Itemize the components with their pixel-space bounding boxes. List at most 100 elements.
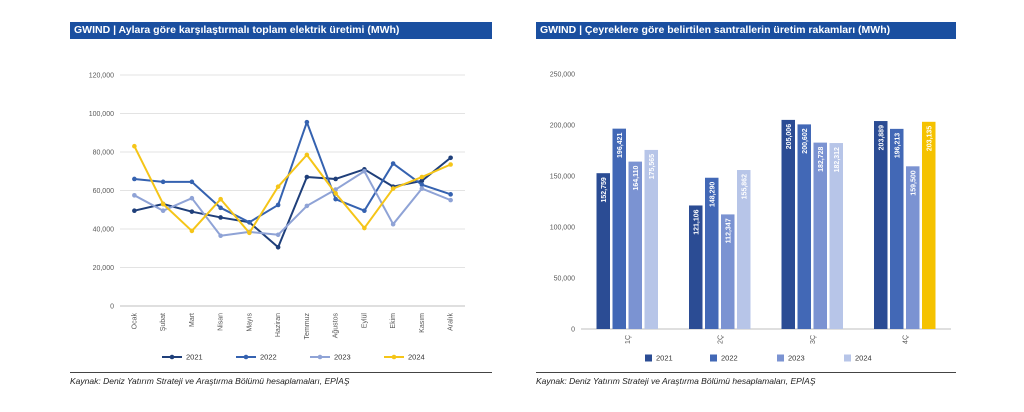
- x-tick-label: Kasım: [419, 313, 426, 333]
- data-point: [448, 162, 453, 167]
- bar-2022-4Ç: [890, 128, 904, 329]
- legend-marker: [317, 354, 323, 360]
- bar-2021-4Ç: [874, 121, 888, 329]
- bar-data-label: 182,728: [818, 147, 825, 172]
- bar-data-label: 196,421: [617, 133, 624, 158]
- x-tick-label: Ekim: [390, 313, 397, 329]
- data-point: [333, 196, 338, 202]
- line-chart-source: Kaynak: Deniz Yatırım Strateji ve Araştı…: [70, 376, 350, 386]
- data-point: [390, 186, 396, 191]
- y-tick-label: 200,000: [550, 123, 575, 130]
- data-point: [419, 182, 425, 188]
- legend-marker: [391, 354, 397, 360]
- data-point: [218, 205, 223, 211]
- data-point: [419, 174, 425, 180]
- y-tick-label: 20,000: [93, 265, 115, 272]
- bar-data-label: 175,565: [649, 154, 656, 179]
- data-point: [189, 228, 195, 234]
- y-tick-label: 150,000: [550, 174, 575, 181]
- bar-data-label: 148,290: [709, 182, 716, 207]
- bar-2022-1Ç: [612, 128, 626, 329]
- data-point: [419, 186, 425, 191]
- legend-swatch: [844, 354, 851, 362]
- series-line-2023: [133, 170, 451, 237]
- bar-data-label: 164,110: [633, 166, 640, 191]
- data-point: [304, 119, 310, 125]
- bar-data-label: 203,135: [926, 126, 933, 151]
- bar-data-label: 112,347: [725, 218, 732, 243]
- data-point: [390, 221, 396, 227]
- series-line-2022: [134, 121, 451, 224]
- legend-label: 2024: [408, 353, 425, 362]
- y-tick-label: 250,000: [550, 72, 575, 79]
- bar-2023-2Ç: [721, 214, 735, 329]
- legend-label: 2023: [334, 353, 351, 362]
- series-line-2024: [133, 145, 452, 234]
- data-point: [218, 233, 223, 239]
- data-point: [189, 209, 195, 214]
- legend-swatch: [710, 354, 717, 362]
- data-point: [247, 230, 252, 236]
- bar-2021-1Ç: [596, 173, 610, 329]
- line-chart-title: GWIND | Aylara göre karşılaştırmalı topl…: [70, 22, 492, 39]
- bar-2024-4Ç: [922, 121, 936, 329]
- data-point: [275, 232, 281, 238]
- bar-data-label: 155,862: [741, 174, 748, 199]
- quarterly-production-panel: GWIND | Çeyreklere göre belirtilen santr…: [536, 22, 956, 397]
- bar-chart-source: Kaynak: Deniz Yatırım Strateji ve Araştı…: [536, 376, 816, 386]
- x-tick-label: 1Ç: [625, 335, 632, 344]
- data-point: [362, 208, 367, 214]
- monthly-production-panel: GWIND | Aylara göre karşılaştırmalı topl…: [70, 22, 492, 397]
- data-point: [390, 161, 396, 166]
- data-point: [189, 179, 195, 185]
- x-tick-label: Eylül: [361, 313, 368, 329]
- bar-data-label: 121,106: [693, 209, 700, 234]
- bar-data-label: 159,500: [910, 170, 917, 195]
- bar-2023-1Ç: [628, 161, 642, 329]
- y-tick-label: 0: [110, 304, 114, 311]
- x-tick-label: Temmuz: [304, 313, 311, 340]
- legend-label: 2021: [656, 354, 673, 363]
- x-tick-label: 4Ç: [902, 335, 909, 344]
- data-point: [132, 176, 137, 182]
- data-point: [132, 208, 137, 214]
- bar-chart: 0 50,000 100,000 150,000 200,000 250,000 152,7…: [550, 72, 951, 363]
- x-tick-label: Şubat: [160, 313, 167, 331]
- data-point: [132, 143, 137, 149]
- divider: [70, 372, 492, 373]
- bar-data-label: 200,602: [802, 128, 809, 153]
- bar-2021-2Ç: [689, 205, 703, 329]
- legend-swatch: [645, 354, 652, 362]
- x-tick-label: 3Ç: [810, 335, 817, 344]
- data-point: [304, 152, 310, 158]
- data-point: [362, 168, 367, 174]
- data-point: [304, 203, 310, 209]
- data-point: [247, 219, 252, 225]
- data-point: [218, 196, 223, 202]
- y-tick-label: 100,000: [89, 111, 114, 118]
- data-point: [333, 191, 338, 196]
- y-tick-label: 0: [571, 327, 575, 334]
- bar-2023-3Ç: [813, 142, 827, 329]
- x-tick-label: Ağustos: [333, 313, 340, 339]
- data-point: [362, 225, 367, 231]
- x-tick-label: Haziran: [275, 313, 282, 337]
- x-tick-label: Mart: [189, 313, 196, 327]
- divider: [536, 372, 956, 373]
- bar-2024-1Ç: [644, 149, 658, 329]
- bar-2023-4Ç: [906, 166, 920, 329]
- data-point: [275, 202, 281, 208]
- legend-label: 2022: [260, 353, 277, 362]
- data-point: [132, 193, 137, 198]
- line-chart: 0 20,000 40,000 60,000 80,000 100,000 120,000 O…: [89, 73, 465, 362]
- y-tick-label: 100,000: [550, 225, 575, 232]
- y-tick-label: 40,000: [93, 227, 115, 234]
- data-point: [160, 201, 166, 207]
- bar-2021-3Ç: [781, 119, 795, 329]
- data-point: [448, 155, 453, 161]
- x-tick-label: Nisan: [218, 313, 225, 331]
- legend-label: 2021: [186, 353, 203, 362]
- legend-label: 2023: [788, 354, 805, 363]
- legend-label: 2024: [855, 354, 872, 363]
- x-tick-label: 2Ç: [717, 335, 724, 344]
